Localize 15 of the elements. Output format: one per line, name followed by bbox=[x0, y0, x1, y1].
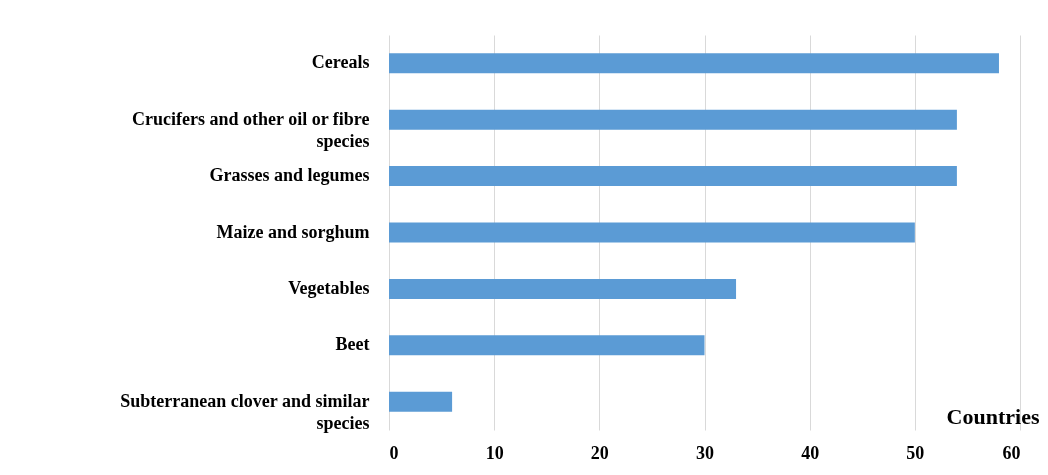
x-tick-label: 60 bbox=[1002, 442, 1021, 463]
y-tick-label: Subterranean clover and similar species bbox=[120, 390, 370, 433]
y-tick-label: Maize and sorghum bbox=[216, 221, 370, 242]
y-tick-label: Cereals bbox=[311, 52, 370, 73]
y-tick-label: Grasses and legumes bbox=[209, 165, 370, 186]
x-tick-label: 40 bbox=[801, 442, 820, 463]
x-tick-label: 10 bbox=[485, 442, 504, 463]
y-tick-label: Vegetables bbox=[288, 277, 370, 298]
x-tick-label: 30 bbox=[696, 442, 714, 463]
y-tick-label: Crucifers and other oil or fibre species bbox=[132, 108, 370, 151]
y-tick-label: Beet bbox=[335, 334, 370, 355]
x-tick-label: 50 bbox=[906, 442, 925, 463]
x-axis-title: Countries bbox=[946, 403, 1040, 429]
x-tick-label: 20 bbox=[590, 442, 609, 463]
x-tick-label: 0 bbox=[389, 442, 399, 463]
